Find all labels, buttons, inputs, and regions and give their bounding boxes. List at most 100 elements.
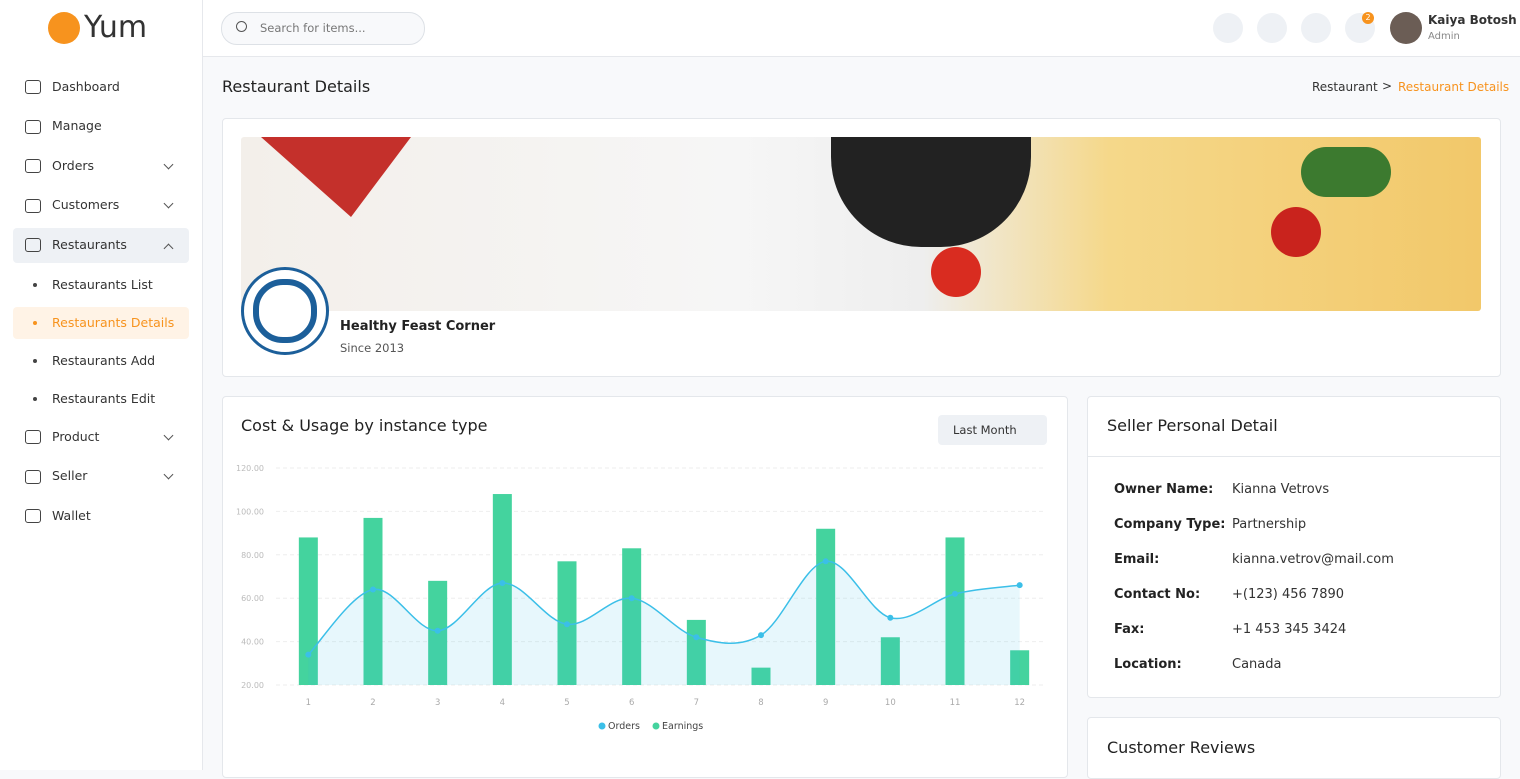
field-label: Owner Name:: [1114, 482, 1214, 497]
bar: [945, 537, 965, 685]
x-tick-label: 5: [564, 698, 569, 708]
legend-label: Orders: [608, 721, 640, 732]
legend-label: Earnings: [662, 721, 703, 732]
sauce: [261, 137, 411, 217]
nav-item[interactable]: Orders: [52, 158, 95, 173]
icon: [25, 238, 41, 252]
settings-button[interactable]: [1301, 13, 1331, 43]
basil: [1301, 147, 1391, 197]
field-value: kianna.vetrov@mail.com: [1232, 552, 1394, 567]
bar: [622, 548, 642, 685]
olives: [831, 137, 1031, 247]
line-point: [693, 634, 700, 641]
nav-item[interactable]: Product: [52, 429, 100, 444]
y-tick-label: 100.00: [236, 507, 264, 516]
seller-title: Seller Personal Detail: [1107, 416, 1278, 435]
search-box[interactable]: [221, 12, 425, 45]
language-button[interactable]: [1213, 13, 1243, 43]
nav-item[interactable]: Customers: [52, 197, 120, 212]
line-area: [308, 561, 1020, 685]
sidebar: Yum Dashboard Manage Orders Customers Re…: [0, 0, 203, 770]
bullet: [33, 321, 37, 325]
icon: [25, 470, 41, 484]
field-label: Location:: [1114, 657, 1182, 672]
field-value: Canada: [1232, 657, 1282, 672]
bar: [363, 517, 383, 685]
chart-title: Cost & Usage by instance type: [241, 416, 488, 435]
bar: [880, 637, 900, 685]
field-value: +(123) 456 7890: [1232, 587, 1345, 602]
reviews-title: Customer Reviews: [1107, 738, 1256, 757]
icon: [25, 80, 41, 94]
search-icon: [236, 21, 247, 32]
active-bg: [13, 228, 189, 263]
search-placeholder: Search for items...: [260, 21, 366, 35]
y-tick-label: 60.00: [241, 594, 264, 603]
field-label: Fax:: [1114, 622, 1145, 637]
seller-card: [1087, 396, 1501, 698]
field-label: Company Type:: [1114, 517, 1226, 532]
page-title: Restaurant Details: [222, 77, 371, 96]
logo-icon: [48, 12, 80, 44]
tomato: [931, 247, 981, 297]
x-tick-label: 11: [950, 698, 961, 708]
x-tick-label: 4: [500, 698, 505, 708]
filter-dropdown[interactable]: [938, 415, 1047, 445]
chevron: [163, 159, 174, 170]
reviews-card: [1087, 717, 1501, 779]
chevron: [163, 198, 174, 209]
nav-item[interactable]: Restaurants: [52, 237, 127, 252]
nav-item[interactable]: Wallet: [52, 508, 91, 523]
line-point: [499, 580, 506, 587]
line-point: [1016, 582, 1023, 589]
icon: [25, 199, 41, 213]
sub-item[interactable]: Restaurants Add: [52, 353, 156, 368]
sub-item[interactable]: Restaurants Edit: [52, 391, 156, 406]
line-point: [564, 621, 570, 628]
line-point: [434, 627, 441, 634]
x-tick-label: 10: [885, 698, 896, 708]
field-label: Contact No:: [1114, 587, 1201, 602]
field-value: +1 453 345 3424: [1232, 622, 1347, 637]
line-point: [952, 590, 958, 597]
line-point: [887, 614, 894, 621]
active-sub-bg: [13, 307, 189, 339]
breadcrumb[interactable]: Restaurant: [1312, 80, 1378, 94]
restaurant-since: Since 2013: [340, 341, 405, 355]
x-tick-label: 3: [435, 698, 440, 708]
bar: [751, 667, 771, 685]
restaurant-logo: [241, 267, 329, 355]
brand: Yum: [84, 10, 148, 45]
tomato: [1271, 207, 1321, 257]
sub-item[interactable]: Restaurants List: [52, 277, 153, 292]
x-tick-label: 9: [823, 698, 828, 708]
line-point: [758, 632, 764, 639]
bullet: [33, 397, 37, 401]
line-point: [628, 595, 635, 602]
y-tick-label: 120.00: [236, 464, 264, 473]
restaurant-name: Healthy Feast Corner: [340, 319, 496, 334]
nav-item[interactable]: Manage: [52, 118, 102, 133]
field-value: Partnership: [1232, 517, 1307, 532]
field-label: Email:: [1114, 552, 1160, 567]
nav-item[interactable]: Dashboard: [52, 79, 120, 94]
legend-marker: [598, 722, 606, 730]
line-point: [370, 586, 376, 593]
y-tick-label: 40.00: [241, 638, 264, 647]
x-tick-label: 6: [629, 698, 634, 708]
logo-ring: [253, 279, 317, 343]
y-tick-label: 20.00: [241, 681, 264, 690]
banner-image: [241, 137, 1481, 311]
icon: [25, 159, 41, 173]
icon: [25, 430, 41, 444]
user-role: Admin: [1428, 31, 1460, 42]
icon: [25, 509, 41, 523]
x-tick-label: 1: [306, 698, 311, 708]
bullet: [33, 283, 37, 287]
fullscreen-button[interactable]: [1257, 13, 1287, 43]
sub-item[interactable]: Restaurants Details: [52, 315, 175, 330]
nav-item[interactable]: Seller: [52, 468, 88, 483]
breadcrumb-current: Restaurant Details: [1398, 80, 1510, 94]
